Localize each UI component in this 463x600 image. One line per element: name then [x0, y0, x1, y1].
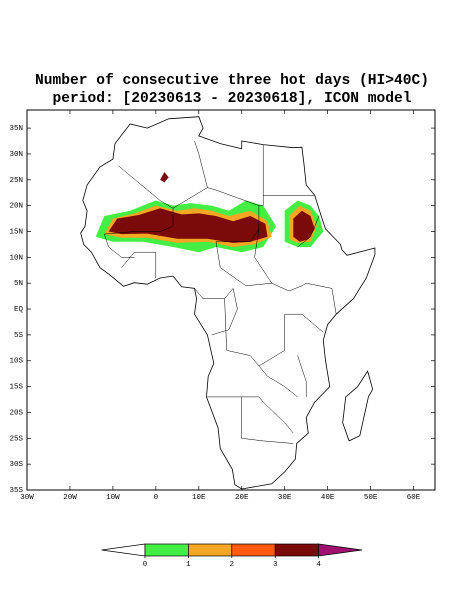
- border: [194, 287, 238, 336]
- coastline: [80, 116, 376, 490]
- heat-area: [108, 208, 268, 243]
- lat-tick-label: 35N: [9, 125, 23, 133]
- border: [118, 165, 260, 243]
- map: 35N 30N 25N 20N 15N 10N 5N EQ 5S 10S 15S 20S 25S 30S 3…: [9, 109, 436, 502]
- lat-tick-label: 5N: [14, 280, 23, 288]
- colorbar-segment: [274, 543, 319, 557]
- lon-tick-label: 30E: [278, 494, 292, 502]
- colorbar-segment: [188, 543, 233, 557]
- lon-tick-label: 30W: [20, 494, 34, 502]
- heat-area: [293, 210, 315, 242]
- lat-tick-label: 25N: [9, 177, 23, 185]
- lat-tick-label: 20S: [9, 409, 23, 417]
- lat-tick-label: 25S: [9, 435, 23, 443]
- colorbar-over: [318, 543, 363, 557]
- lat-tick-label: 5S: [14, 332, 24, 340]
- border: [297, 215, 320, 248]
- colorbar-segment: [231, 543, 276, 557]
- border: [104, 234, 135, 258]
- lat-tick-label: 20N: [9, 203, 23, 211]
- coastline: [342, 370, 374, 442]
- lon-tick-label: 60E: [407, 494, 421, 502]
- lon-tick-label: 10E: [192, 494, 206, 502]
- lat-tick-label: 10N: [9, 254, 23, 262]
- lon-tick-label: 20W: [63, 494, 77, 502]
- border: [121, 251, 157, 278]
- lon-tick-label: 40E: [321, 494, 335, 502]
- title-line: Number of consecutive three hot days (HI…: [35, 73, 429, 89]
- lat-tick-label: 35S: [9, 487, 23, 495]
- colorbar-label: 2: [230, 561, 235, 569]
- heat-area: [160, 172, 169, 183]
- border: [215, 241, 272, 287]
- lon-tick-label: 50E: [364, 494, 378, 502]
- border: [297, 355, 307, 397]
- border: [104, 208, 174, 235]
- lon-tick-label: 20E: [235, 494, 249, 502]
- lat-tick-label: 30S: [9, 461, 23, 469]
- lat-tick-label: 30N: [9, 151, 23, 159]
- border: [258, 365, 298, 398]
- border: [262, 144, 315, 196]
- map-frame: [26, 109, 436, 491]
- lat-tick-label: 15S: [9, 384, 23, 392]
- lat-tick-label: 15N: [9, 228, 23, 236]
- lat-tick-label: 10S: [9, 358, 23, 366]
- border: [194, 140, 208, 188]
- colorbar-segment: [144, 543, 189, 557]
- title-line: period: [20230613 - 20230618], ICON mode…: [52, 91, 411, 107]
- lon-tick-label: 10W: [106, 494, 120, 502]
- border: [254, 228, 337, 315]
- border: [241, 396, 294, 444]
- lat-tick-label: EQ: [14, 306, 24, 314]
- border: [258, 195, 264, 206]
- lon-tick-label: 0: [154, 494, 159, 502]
- colorbar-label: 0: [143, 561, 148, 569]
- border: [224, 298, 324, 367]
- colorbar-label: 1: [186, 561, 191, 569]
- colorbar-under: [101, 543, 146, 557]
- colorbar: 0 1 2 3 4: [101, 543, 363, 569]
- colorbar-label: 4: [316, 561, 321, 569]
- colorbar-label: 3: [273, 561, 278, 569]
- border: [207, 396, 294, 434]
